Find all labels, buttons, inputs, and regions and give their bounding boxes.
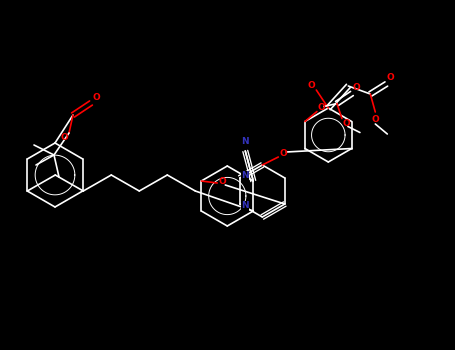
Text: N: N (241, 202, 248, 210)
Text: N: N (241, 172, 248, 181)
Text: O: O (317, 103, 325, 112)
Text: O: O (342, 119, 350, 128)
Text: O: O (92, 92, 100, 102)
Text: O: O (308, 80, 315, 90)
Text: O: O (386, 74, 394, 83)
Text: O: O (352, 83, 360, 92)
Text: O: O (60, 133, 68, 141)
Text: O: O (279, 148, 287, 158)
Text: O: O (371, 116, 379, 125)
Text: N: N (242, 136, 249, 146)
Text: O: O (218, 176, 226, 186)
